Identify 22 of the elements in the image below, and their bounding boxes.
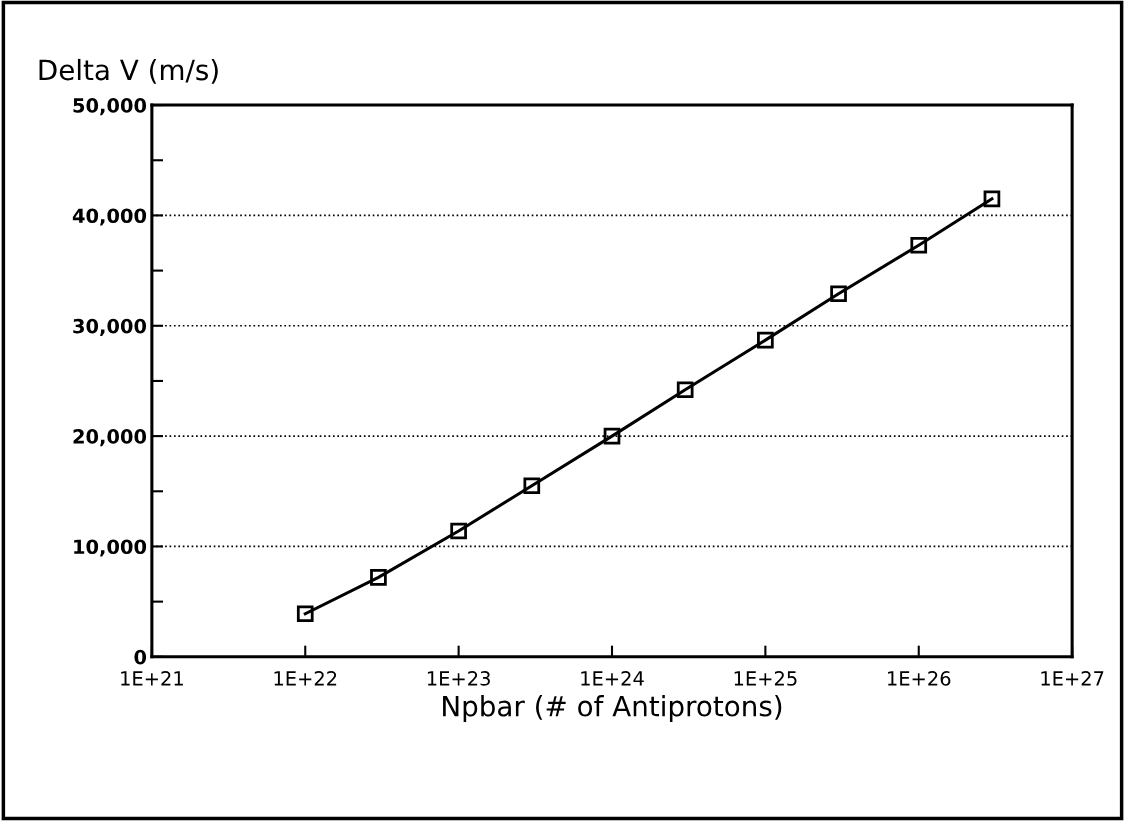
x-tick-label: 1E+26 — [888, 671, 951, 686]
y-tick-label: 10,000 — [74, 539, 147, 557]
point — [983, 190, 1001, 208]
y-axis-title: Delta V (m/s) — [39, 58, 218, 84]
x-tick-label: 1E+24 — [581, 671, 644, 686]
y-tick-label: 0 — [134, 649, 147, 665]
x-tick-label: 1E+23 — [427, 671, 490, 686]
point — [450, 522, 467, 540]
point — [603, 427, 621, 445]
y-tick-label: 30,000 — [73, 318, 147, 336]
point — [676, 381, 694, 399]
x-axis-title: Npbar (# of Antiprotons) — [443, 695, 782, 722]
point — [830, 285, 847, 303]
x-tick-label: 1E+22 — [274, 671, 337, 686]
point — [523, 477, 541, 495]
x-tick-label: 1E+27 — [1041, 671, 1104, 686]
point — [296, 605, 314, 623]
y-tick-label: 50,000 — [73, 98, 147, 116]
x-tick-label: 1E+21 — [121, 671, 183, 686]
x-tick-label: 1E+25 — [734, 671, 797, 686]
y-tick-label: 40,000 — [72, 208, 147, 226]
y-tick-label: 20,000 — [73, 429, 147, 447]
